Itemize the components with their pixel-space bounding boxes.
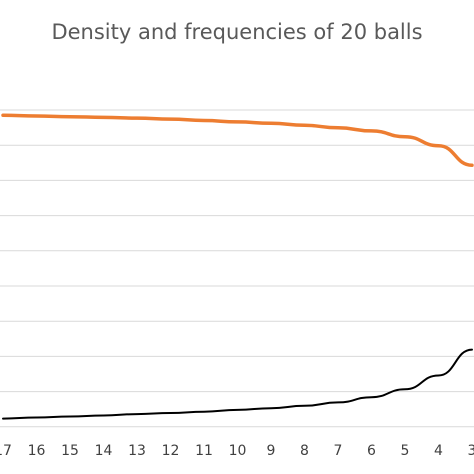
x-tick-label: 17	[0, 443, 12, 459]
series-line-1	[1, 113, 474, 168]
x-tick-label: 9	[267, 443, 276, 459]
chart-title: Density and frequencies of 20 balls	[51, 20, 423, 44]
x-tick-label: 11	[195, 443, 213, 459]
x-tick-label: 7	[334, 443, 343, 459]
series-line-2	[2, 348, 473, 420]
series-layer	[1, 113, 474, 420]
x-tick-label: 8	[300, 443, 309, 459]
x-axis-ticks: 17 16 15 14 13 12 11 10 9 8 7 6 5 4 3	[0, 443, 474, 459]
x-tick-label: 4	[434, 443, 443, 459]
x-tick-label: 15	[61, 443, 79, 459]
gridlines	[0, 109, 474, 428]
x-tick-label: 12	[162, 443, 180, 459]
x-tick-label: 14	[95, 443, 113, 459]
x-tick-label: 10	[229, 443, 247, 459]
x-tick-label: 16	[28, 443, 46, 459]
x-tick-label: 13	[128, 443, 146, 459]
x-tick-label: 5	[401, 443, 410, 459]
x-tick-label: 6	[367, 443, 376, 459]
x-tick-label: 3	[468, 443, 474, 459]
